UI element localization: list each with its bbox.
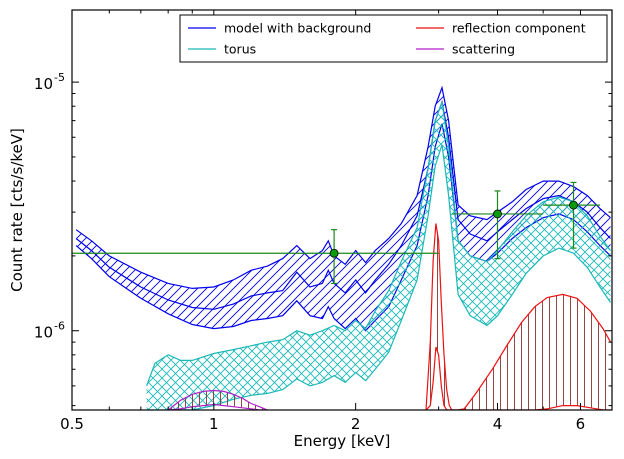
legend-label: torus: [224, 42, 256, 57]
legend: model with background reflection componen…: [179, 14, 608, 63]
x-tick-label: 0.5: [60, 415, 84, 433]
model-with-background-mid-line: [75, 99, 611, 310]
torus-band: [146, 102, 611, 410]
legend-entry-model-with-background: model with background: [188, 21, 371, 36]
legend-entry-torus: torus: [188, 42, 256, 57]
model-with-background-upper-line: [75, 85, 611, 290]
series-layer: [75, 85, 612, 410]
reflection-component-lower-line: [425, 346, 611, 410]
x-tick-label: 6: [576, 415, 586, 433]
y-tick-exponent: -6: [54, 320, 65, 333]
x-tick-label: 2: [351, 415, 361, 433]
legend-entry-scattering: scattering: [416, 42, 515, 57]
torus-upper-line: [146, 101, 611, 387]
legend-label: reflection component: [452, 21, 586, 36]
scattering-band: [168, 390, 268, 410]
y-tick-label: 10: [34, 324, 53, 342]
legend-label: scattering: [452, 42, 515, 57]
data-point-marker: [569, 200, 578, 210]
x-tick-label: 4: [493, 415, 503, 433]
plot-frame: [71, 9, 613, 411]
legend-box: [179, 14, 608, 63]
data-points-layer: [72, 181, 600, 285]
legend-label: model with background: [224, 21, 371, 36]
model-with-background-band: [76, 87, 611, 331]
reflection-component-band: [426, 223, 611, 410]
legend-entry-reflection-component: reflection component: [416, 21, 586, 36]
data-point-1: [72, 229, 439, 285]
scattering-upper-line: [167, 389, 268, 410]
x-tick-label: 1: [209, 415, 219, 433]
y-axis-label: Count rate [cts/s/keV]: [8, 128, 26, 292]
y-tick-exponent: -5: [54, 71, 65, 84]
scattering-series: [167, 389, 268, 410]
data-point-2: [451, 190, 544, 260]
scattering-lower-line: [168, 403, 268, 410]
x-axis-label: Energy [keV]: [294, 432, 391, 450]
data-point-3: [543, 181, 600, 249]
data-point-marker: [493, 209, 502, 219]
y-tick-label: 10: [34, 75, 53, 93]
ticks-layer: 0.5 1 2 4 610-610-5: [34, 10, 613, 433]
data-point-marker: [329, 248, 339, 258]
